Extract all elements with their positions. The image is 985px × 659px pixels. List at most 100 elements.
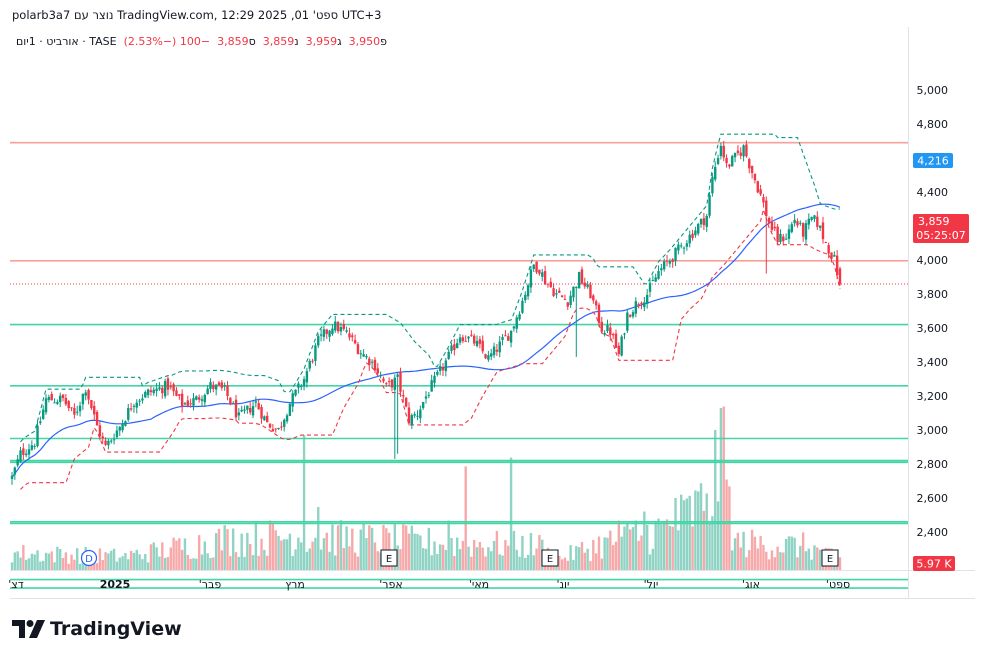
volume-bar	[708, 523, 711, 570]
candle-body	[110, 440, 113, 442]
candle-body	[501, 337, 504, 340]
candle-body	[291, 393, 294, 407]
candle-body	[277, 427, 280, 430]
candle-body	[73, 408, 76, 415]
candle-body	[107, 440, 110, 446]
candle-body	[467, 336, 470, 339]
volume-bar	[67, 563, 70, 570]
volume-bar	[685, 498, 689, 570]
candle-body	[294, 389, 297, 396]
volume-bar	[308, 548, 311, 570]
candle-body	[807, 218, 811, 225]
volume-bar	[19, 557, 22, 570]
candle-body	[212, 384, 215, 389]
volume-bar	[688, 495, 691, 570]
volume-bar	[731, 550, 734, 570]
volume-bar	[149, 544, 153, 570]
candle-body	[268, 423, 272, 428]
volume-bar	[787, 536, 791, 570]
candle-body	[41, 409, 45, 420]
candle-body	[33, 445, 36, 447]
earnings-marker-label: E	[827, 554, 833, 565]
volume-bar	[214, 533, 218, 570]
volume-bar	[342, 548, 345, 570]
volume-bar	[393, 524, 397, 570]
volume-bar	[674, 498, 677, 570]
volume-bar	[628, 529, 632, 570]
candle-body	[742, 145, 745, 157]
y-tick-label: 2,800	[917, 458, 949, 471]
candle-body	[132, 405, 136, 407]
volume-bar	[719, 408, 723, 570]
volume-bar	[178, 538, 181, 570]
volume-bar	[804, 551, 808, 570]
sma-line	[11, 203, 841, 478]
volume-bar	[592, 539, 595, 570]
volume-bar	[549, 565, 552, 570]
candle-body	[453, 344, 456, 351]
volume-bar	[484, 556, 487, 570]
volume-bar	[623, 526, 626, 570]
volume-bar	[396, 545, 399, 570]
candle-body	[351, 335, 354, 338]
volume-bar	[507, 545, 510, 570]
candle-body	[631, 312, 635, 317]
volume-bar	[112, 548, 116, 570]
volume-bar	[603, 537, 606, 570]
low-label: נ	[294, 35, 299, 48]
volume-bar	[538, 535, 541, 570]
volume-bar	[223, 525, 226, 570]
volume-bar	[645, 524, 649, 570]
volume-bar	[750, 529, 754, 570]
candle-body	[266, 415, 269, 423]
volume-bar	[283, 539, 286, 570]
candle-body	[135, 402, 138, 408]
volume-bar	[24, 559, 28, 570]
candle-body	[30, 445, 34, 450]
open-value: 3,950	[348, 35, 381, 48]
candlesticks	[10, 140, 842, 485]
open-label: פ	[380, 35, 388, 48]
volume-bar	[421, 548, 425, 570]
volume-bar	[39, 561, 42, 570]
candle-body	[300, 386, 303, 388]
candle-body	[470, 334, 473, 336]
candle-body	[450, 345, 453, 351]
volume-bar	[810, 559, 813, 570]
volume-bar	[44, 552, 48, 570]
candle-body	[597, 304, 601, 323]
volume-bar	[373, 542, 377, 570]
volume-bar	[770, 550, 774, 570]
volume-bar	[745, 557, 748, 570]
volume-bar	[141, 559, 144, 570]
volume-bar	[492, 540, 496, 570]
candle-body	[328, 330, 331, 337]
candle-body	[546, 283, 550, 285]
candle-body	[796, 221, 799, 226]
volume-bar	[124, 553, 127, 570]
volume-bar	[246, 532, 249, 570]
candle-body	[711, 176, 714, 194]
volume-bar	[362, 523, 365, 570]
y-tick-label: 2,600	[917, 492, 949, 505]
candle-body	[36, 425, 39, 447]
volume-bar	[668, 525, 672, 570]
volume-bar	[753, 536, 757, 570]
earnings-marker: E	[380, 549, 398, 567]
volume-bar	[64, 552, 68, 570]
candle-body	[543, 271, 547, 285]
candle-body	[39, 421, 42, 424]
candle-body	[183, 403, 187, 405]
candle-body	[254, 401, 258, 403]
y-tick-label: 2,400	[917, 526, 949, 539]
candle-body	[702, 218, 706, 226]
candle-body	[19, 450, 22, 462]
volume-bar	[532, 555, 535, 570]
volume-bar	[416, 534, 419, 570]
volume-bar	[637, 540, 640, 570]
tradingview-logo[interactable]: TradingView	[12, 618, 182, 640]
volume-bar	[30, 553, 34, 570]
volume-bar	[231, 528, 235, 570]
volume-bar	[104, 552, 107, 570]
